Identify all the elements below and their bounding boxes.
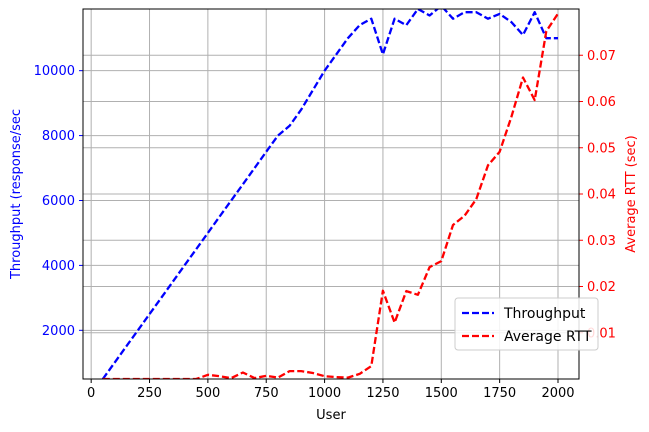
- x-tick-label: 2000: [541, 386, 574, 401]
- y-right-tick-label: 0.06: [587, 95, 616, 110]
- grid: [83, 9, 579, 379]
- x-tick-label: 500: [195, 386, 220, 401]
- y-left-tick-label: 8000: [42, 129, 75, 144]
- legend-box: [454, 297, 599, 351]
- x-tick-label: 1250: [366, 386, 399, 401]
- y-left-tick-label: 4000: [42, 259, 75, 274]
- series-lines: [101, 9, 559, 379]
- y-right-tick-label: 0.05: [587, 141, 616, 156]
- y-right-tick-label: 0.04: [587, 188, 616, 203]
- series-line-average-rtt: [102, 12, 559, 379]
- x-axis-label: User: [316, 408, 346, 423]
- y-axis-left-label: Throughput (response/sec: [9, 109, 24, 280]
- legend-label-throughput: Throughput: [503, 306, 586, 322]
- y-axis-right-label: Average RTT (sec): [624, 135, 639, 252]
- x-tick-label: 0: [87, 386, 95, 401]
- y-right-tick-label: 0.02: [587, 280, 616, 295]
- y-left-tick-label: 2000: [42, 324, 75, 339]
- legend-label-rtt: Average RTT: [504, 329, 592, 345]
- y-right-tick-label: 0.03: [587, 234, 616, 249]
- x-tick-label: 250: [137, 386, 162, 401]
- legend: Throughput Average RTT: [454, 297, 599, 351]
- x-tick-label: 1000: [308, 386, 341, 401]
- y-left-tick-label: 6000: [42, 194, 75, 209]
- x-tick-label: 750: [254, 386, 279, 401]
- x-tick-label: 1500: [425, 386, 458, 401]
- y-right-tick-label: 0.07: [587, 49, 616, 64]
- tick-labels: 0 250 500 750 1000 1250 1500 1750 2000 2000 4000 60…: [34, 49, 616, 401]
- y-left-tick-label: 10000: [34, 64, 75, 79]
- series-line-throughput: [101, 9, 558, 379]
- plot-frame: [82, 8, 580, 380]
- x-tick-label: 1750: [483, 386, 516, 401]
- axes: [79, 8, 583, 383]
